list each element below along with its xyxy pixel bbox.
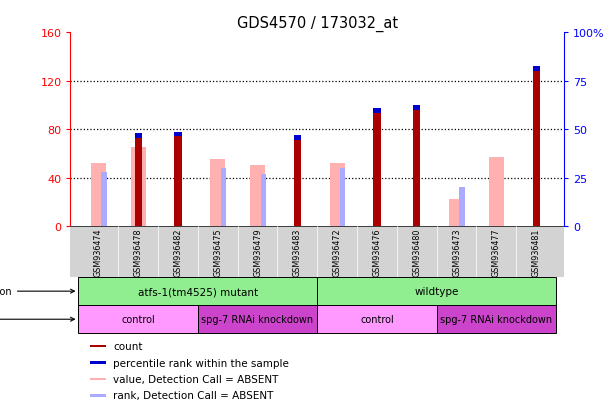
Bar xyxy=(174,135,181,226)
Bar xyxy=(221,169,226,226)
Bar xyxy=(198,306,318,333)
Text: control: control xyxy=(121,314,155,325)
Bar xyxy=(449,200,464,226)
Bar xyxy=(413,108,421,226)
Text: GSM936475: GSM936475 xyxy=(213,228,223,276)
Bar xyxy=(489,158,504,226)
Bar xyxy=(135,136,142,226)
Bar xyxy=(318,306,436,333)
Text: control: control xyxy=(360,314,394,325)
Bar xyxy=(460,188,465,226)
Bar xyxy=(210,160,226,226)
Text: genotype/variation: genotype/variation xyxy=(0,287,74,297)
Text: percentile rank within the sample: percentile rank within the sample xyxy=(113,358,289,368)
Bar xyxy=(91,164,106,226)
Bar xyxy=(90,378,106,380)
Text: GSM936479: GSM936479 xyxy=(253,228,262,276)
Text: GSM936473: GSM936473 xyxy=(452,228,461,276)
Text: protocol: protocol xyxy=(0,314,74,325)
Bar xyxy=(373,112,381,226)
Text: spg-7 RNAi knockdown: spg-7 RNAi knockdown xyxy=(440,314,552,325)
Text: GSM936476: GSM936476 xyxy=(373,228,381,276)
Bar xyxy=(78,306,198,333)
Bar xyxy=(101,172,107,226)
Bar xyxy=(436,306,556,333)
Bar xyxy=(135,133,142,138)
Text: GSM936478: GSM936478 xyxy=(134,228,143,276)
Bar xyxy=(533,69,539,226)
Bar xyxy=(250,166,265,226)
Text: value, Detection Call = ABSENT: value, Detection Call = ABSENT xyxy=(113,374,279,384)
Text: spg-7 RNAi knockdown: spg-7 RNAi knockdown xyxy=(202,314,314,325)
Text: GSM936481: GSM936481 xyxy=(531,228,541,276)
Bar xyxy=(90,394,106,397)
Bar xyxy=(78,278,318,306)
Text: GSM936480: GSM936480 xyxy=(412,228,421,276)
Bar xyxy=(533,67,539,72)
Text: GSM936472: GSM936472 xyxy=(333,228,341,276)
Bar xyxy=(131,148,146,226)
Text: rank, Detection Call = ABSENT: rank, Detection Call = ABSENT xyxy=(113,390,274,401)
Bar xyxy=(174,132,181,137)
Text: wildtype: wildtype xyxy=(414,287,459,297)
Text: GSM936482: GSM936482 xyxy=(173,228,183,276)
Text: GSM936477: GSM936477 xyxy=(492,228,501,276)
Text: GSM936474: GSM936474 xyxy=(94,228,103,276)
Bar xyxy=(294,136,301,141)
Bar xyxy=(90,361,106,364)
Bar xyxy=(330,164,345,226)
Title: GDS4570 / 173032_at: GDS4570 / 173032_at xyxy=(237,16,398,32)
Bar xyxy=(261,174,265,226)
Bar xyxy=(373,109,381,114)
Bar xyxy=(340,169,345,226)
Bar xyxy=(318,278,556,306)
Text: count: count xyxy=(113,341,143,351)
Bar xyxy=(90,345,106,348)
Bar xyxy=(294,138,301,226)
Text: atfs-1(tm4525) mutant: atfs-1(tm4525) mutant xyxy=(138,287,258,297)
Bar xyxy=(413,106,421,110)
Text: GSM936483: GSM936483 xyxy=(293,228,302,276)
